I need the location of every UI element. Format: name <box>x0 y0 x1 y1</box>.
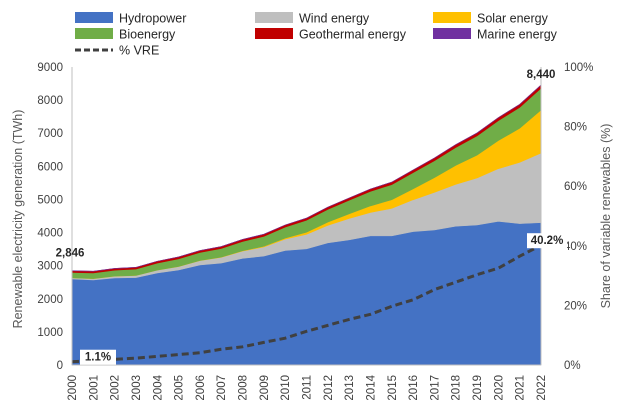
vre-line-layer <box>71 243 542 364</box>
x-tick: 2004 <box>152 374 164 400</box>
vre-line <box>71 243 542 364</box>
x-tick: 2013 <box>344 375 356 401</box>
legend-label-marine-energy: Marine energy <box>477 28 558 42</box>
y-tick-left: 5000 <box>37 194 63 206</box>
y-tick-right: 60% <box>564 181 587 193</box>
y-axis-title-left: Renewable electricity generation (TWh) <box>11 110 25 329</box>
x-tick: 2019 <box>472 375 484 401</box>
y-tick-right: 100% <box>564 62 593 74</box>
x-tick: 2020 <box>493 375 505 401</box>
y-tick-left: 8000 <box>37 95 63 107</box>
x-tick: 2007 <box>216 375 228 401</box>
legend-label-wind-energy: Wind energy <box>299 12 370 26</box>
x-tick: 2003 <box>131 375 143 401</box>
x-tick: 2006 <box>195 375 207 401</box>
y-tick-left: 3000 <box>37 261 63 273</box>
x-tick: 2000 <box>67 375 79 401</box>
y-tick-left: 9000 <box>37 62 63 74</box>
legend-swatch-hydropower <box>75 12 113 23</box>
y-tick-right: 40% <box>564 241 587 253</box>
total-label-start: 2,846 <box>56 248 85 260</box>
legend-label-solar-energy: Solar energy <box>477 12 549 26</box>
y-tick-left: 1000 <box>37 327 63 339</box>
y-tick-left: 2000 <box>37 294 63 306</box>
x-tick: 2012 <box>323 375 335 401</box>
x-tick: 2009 <box>259 375 271 401</box>
share-label-start-background <box>80 349 116 365</box>
y-tick-right: 0% <box>564 360 581 372</box>
legend-label-geothermal-energy: Geothermal energy <box>299 28 407 42</box>
x-tick: 2001 <box>88 375 100 401</box>
share-label-start: 1.1% <box>85 352 111 364</box>
legend: Hydropower Wind energy Solar energy Bioener… <box>75 12 558 58</box>
x-tick: 2002 <box>110 375 122 401</box>
x-tick: 2017 <box>429 375 441 401</box>
stacked-areas <box>71 84 542 366</box>
data-labels: 2,846 8,440 1.1% 40.2% <box>56 69 567 365</box>
legend-swatch-geothermal-energy <box>255 28 293 39</box>
x-tick: 2014 <box>365 374 377 400</box>
axes: 01000200030004000500060007000800090000%2… <box>11 62 613 401</box>
legend-label-vre: % VRE <box>119 44 159 58</box>
x-tick: 2005 <box>174 375 186 401</box>
legend-swatch-wind-energy <box>255 12 293 23</box>
y-tick-right: 20% <box>564 300 587 312</box>
legend-swatch-marine-energy <box>433 28 471 39</box>
legend-swatch-bioenergy <box>75 28 113 39</box>
x-tick: 2008 <box>238 375 250 401</box>
legend-swatch-solar-energy <box>433 12 471 23</box>
x-tick: 2021 <box>515 375 527 401</box>
y-tick-right: 80% <box>564 122 587 134</box>
total-label-end: 8,440 <box>527 69 556 81</box>
y-tick-left: 4000 <box>37 228 63 240</box>
legend-label-hydropower: Hydropower <box>119 12 186 26</box>
share-label-end-background <box>527 233 567 249</box>
y-axis-title-right: Share of variable renewables (%) <box>599 124 613 309</box>
x-tick: 2015 <box>387 375 399 401</box>
x-tick: 2011 <box>302 375 314 400</box>
x-tick: 2018 <box>451 375 463 401</box>
y-tick-left: 6000 <box>37 161 63 173</box>
legend-label-bioenergy: Bioenergy <box>119 28 176 42</box>
y-tick-left: 0 <box>57 360 63 372</box>
x-tick: 2016 <box>408 375 420 401</box>
x-tick: 2022 <box>536 375 548 401</box>
x-tick: 2010 <box>280 375 292 401</box>
y-tick-left: 7000 <box>37 128 63 140</box>
share-label-end: 40.2% <box>531 235 564 247</box>
